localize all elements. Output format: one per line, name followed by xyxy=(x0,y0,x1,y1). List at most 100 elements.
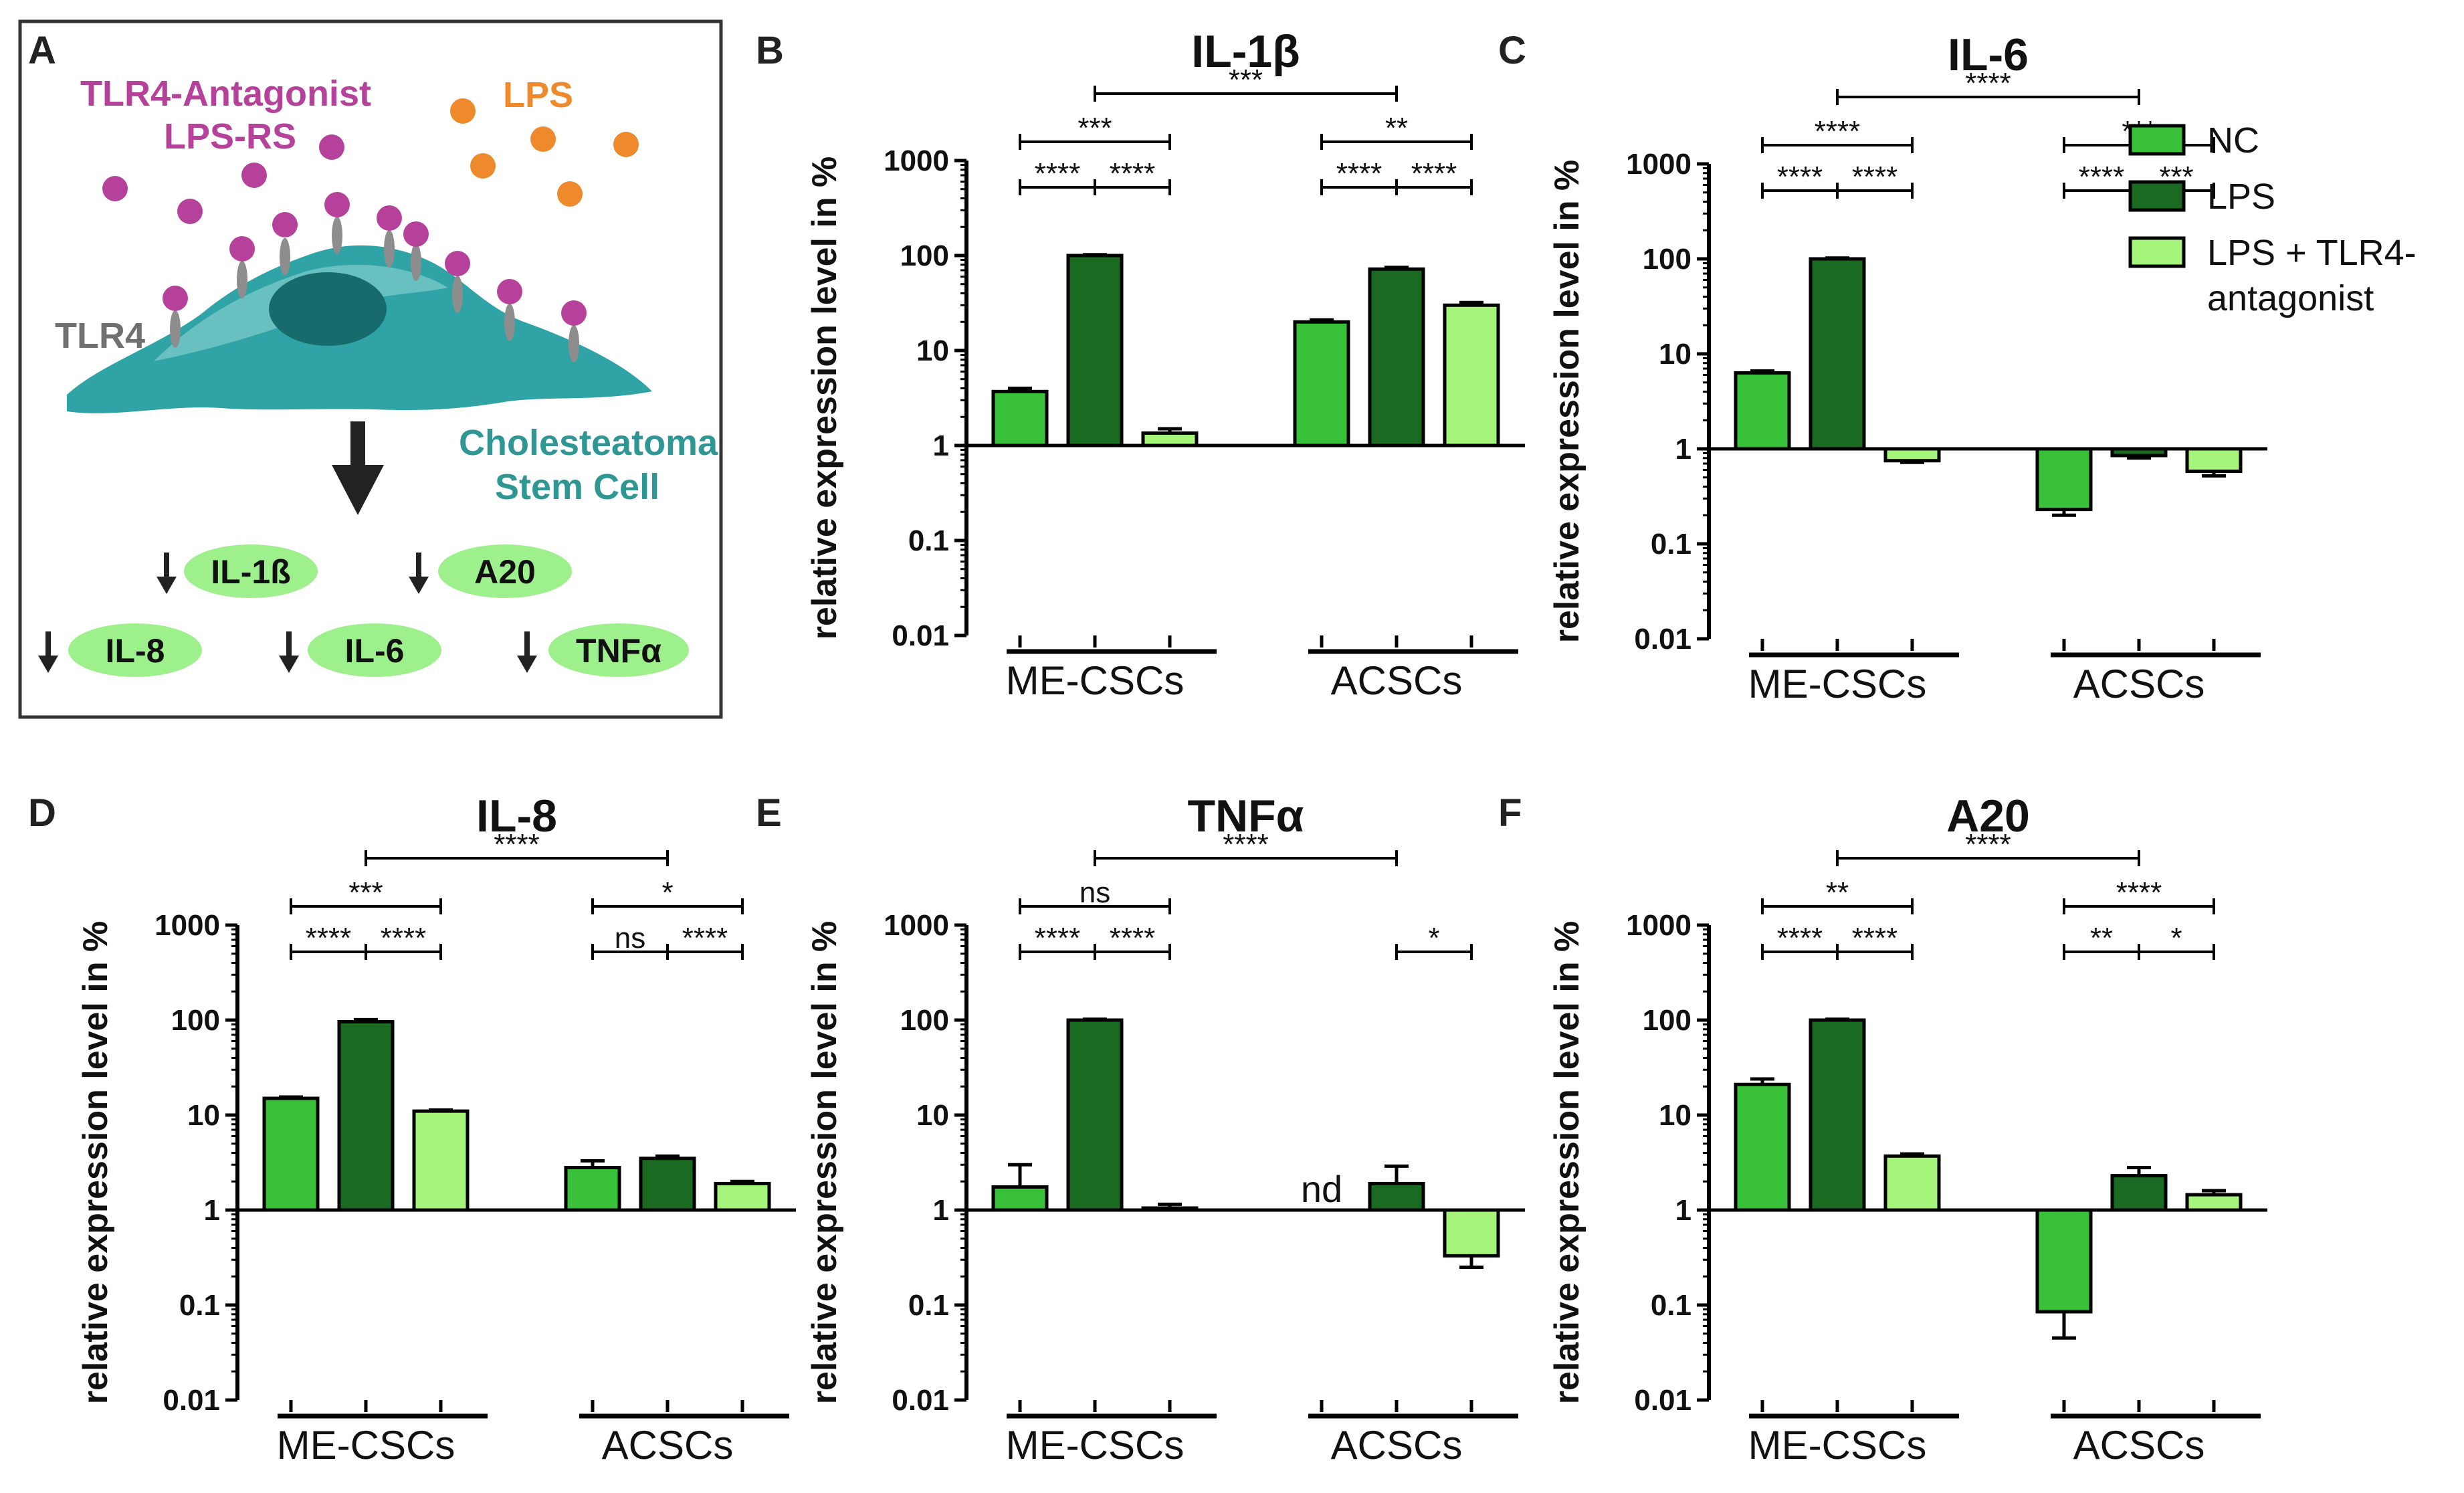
stem-cell-nucleus xyxy=(269,272,387,346)
bar xyxy=(1293,320,1350,447)
antagonist-molecules xyxy=(102,134,344,224)
bar xyxy=(639,1157,696,1212)
significance-label: **** xyxy=(1777,922,1823,955)
bar xyxy=(2110,1174,2168,1212)
y-tick-label: 0.1 xyxy=(908,524,949,557)
antagonist-molecule xyxy=(102,176,128,201)
significance-label: **** xyxy=(1815,115,1861,148)
y-tick-label: 0.1 xyxy=(179,1289,220,1322)
group-label: ME-CSCs xyxy=(277,1423,455,1468)
bar xyxy=(1734,371,1791,451)
group-label: ACSCs xyxy=(1331,1423,1463,1468)
significance-label: * xyxy=(1428,922,1439,955)
significance-label: *** xyxy=(348,876,383,909)
legend-swatch-nc xyxy=(2128,124,2186,156)
significance-label: **** xyxy=(494,828,540,861)
group-label: ME-CSCs xyxy=(1748,662,1927,706)
lps-molecule xyxy=(557,181,583,207)
significance-label: **** xyxy=(1777,161,1823,193)
antagonist-label-line2: LPS-RS xyxy=(164,116,296,157)
y-axis-label: relative expression level in % xyxy=(1548,160,1586,643)
bar xyxy=(1443,303,1500,447)
y-tick-label: 10 xyxy=(916,1099,949,1132)
y-tick-label: 1 xyxy=(1675,433,1691,466)
significance-label: ns xyxy=(615,922,645,955)
tlr4-receptor xyxy=(403,221,429,281)
cell-label-line2: Stem Cell xyxy=(495,467,659,507)
y-tick-label: 1000 xyxy=(1626,909,1691,942)
significance-label: * xyxy=(2170,922,2182,955)
significance-label: **** xyxy=(1852,161,1898,193)
y-tick-label: 0.01 xyxy=(1634,1384,1691,1417)
y-tick-label: 0.1 xyxy=(1651,528,1691,561)
tlr4-receptor xyxy=(229,236,255,298)
down-arrow-icon xyxy=(157,553,177,594)
y-tick-label: 100 xyxy=(1643,243,1691,276)
tlr4-receptor xyxy=(561,300,587,363)
significance-label: *** xyxy=(1229,64,1263,96)
down-arrow-icon xyxy=(279,631,299,673)
group-label: ME-CSCs xyxy=(1006,1423,1185,1468)
gene-il1b: IL-1ß xyxy=(157,544,318,598)
group-label: ACSCs xyxy=(602,1423,734,1468)
legend-item-nc: NC xyxy=(2128,120,2259,161)
chart-il6: 0.01 0.1 1 10 100 1000 relative expression lev… xyxy=(1548,29,2267,706)
legend: NC LPS LPS + TLR4- antagonist xyxy=(2128,120,2417,318)
bar xyxy=(2035,1208,2093,1314)
antagonist-label-line1: TLR4-Antagonist xyxy=(80,74,371,114)
significance-label: **** xyxy=(1035,157,1081,190)
bar xyxy=(1066,1018,1124,1212)
chart-title: A20 xyxy=(1946,791,2030,841)
y-tick-label: 0.1 xyxy=(908,1289,949,1322)
y-tick-label: 100 xyxy=(171,1004,220,1037)
lps-molecules xyxy=(450,98,639,207)
significance-label: **** xyxy=(1035,922,1081,955)
chart-title: IL-6 xyxy=(1948,29,2029,80)
gene-tnfa: TNFα xyxy=(517,623,689,677)
not-detected-label: nd xyxy=(1301,1168,1342,1210)
tlr4-receptor xyxy=(497,279,522,341)
legend-item-lps-tlr4: LPS + TLR4- antagonist xyxy=(2128,233,2417,318)
group-label: ME-CSCs xyxy=(1006,658,1185,703)
significance-label: **** xyxy=(381,922,427,955)
gene-pill xyxy=(184,544,318,598)
y-axis-label: relative expression level in % xyxy=(805,921,844,1405)
significance-label: ns xyxy=(1080,876,1110,909)
bar xyxy=(337,1020,395,1212)
significance-label: *** xyxy=(1077,112,1112,144)
gene-a20: A20 xyxy=(409,544,572,598)
down-arrow-icon xyxy=(38,631,58,673)
y-tick-label: 1 xyxy=(933,1194,949,1227)
significance-label: **** xyxy=(1965,828,2011,861)
cell-label-line1: Cholesteatoma xyxy=(459,423,718,463)
gene-label: IL-6 xyxy=(345,632,405,670)
y-tick-label: 10 xyxy=(187,1099,220,1132)
chart-title: IL-8 xyxy=(476,791,557,841)
bar xyxy=(714,1181,771,1212)
panel-letter-e: E xyxy=(756,791,782,835)
y-axis-label: relative expression level in % xyxy=(1548,921,1586,1405)
legend-swatch-lps xyxy=(2128,180,2186,212)
lps-molecule xyxy=(470,153,496,179)
lps-label: LPS xyxy=(503,75,573,115)
legend-label-lps-tlr4-line1: LPS + TLR4- xyxy=(2207,233,2417,273)
tlr4-receptors xyxy=(163,192,587,363)
panel-letter-b: B xyxy=(756,29,784,72)
y-tick-label: 100 xyxy=(900,239,949,272)
bar xyxy=(1066,254,1124,447)
tlr4-receptor xyxy=(324,192,350,254)
group-label: ACSCs xyxy=(2073,662,2205,706)
big-down-arrow-icon xyxy=(332,421,384,515)
gene-pill xyxy=(438,544,572,598)
y-tick-label: 1 xyxy=(204,1194,220,1227)
y-tick-label: 1000 xyxy=(884,909,949,942)
significance-label: **** xyxy=(1965,67,2011,100)
bar xyxy=(2185,1193,2243,1212)
antagonist-molecule xyxy=(319,134,344,160)
bar xyxy=(1443,1208,1500,1258)
schematic-panel: A TLR4-Antagonist LPS-RS LPS xyxy=(18,19,723,719)
chart-title: TNFα xyxy=(1188,791,1304,841)
significance-label: **** xyxy=(1223,828,1269,861)
panel-letter-a: A xyxy=(28,29,56,72)
